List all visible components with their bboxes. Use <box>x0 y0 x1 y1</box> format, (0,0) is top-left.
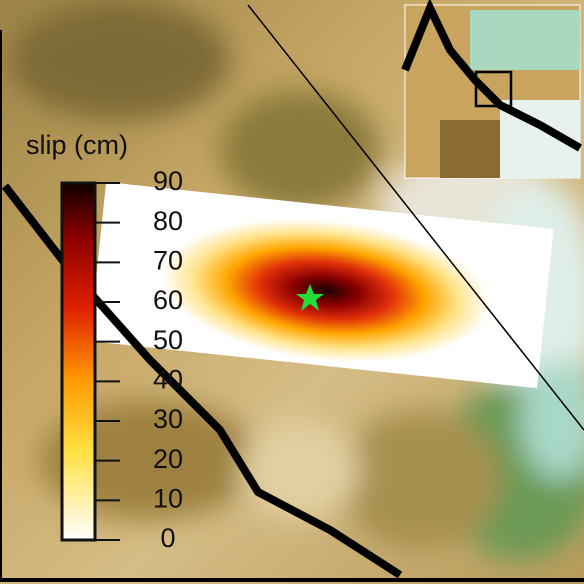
inset-map <box>401 0 582 179</box>
epicenter-star <box>296 284 324 311</box>
tick-label: 50 <box>153 325 183 355</box>
tick-label: 70 <box>153 245 183 275</box>
tick-label: 0 <box>160 523 175 553</box>
tick-label: 40 <box>153 364 183 394</box>
tick-label: 20 <box>153 444 183 474</box>
colorbar-label: slip (cm) <box>26 130 128 160</box>
slip-patch <box>89 182 554 389</box>
tick-label: 60 <box>153 285 183 315</box>
tick-label: 80 <box>153 206 183 236</box>
colorbar: slip (cm) 0 10 20 30 40 50 60 70 80 90 <box>26 130 183 553</box>
tick-label: 90 <box>153 166 183 196</box>
tick-label: 10 <box>153 483 183 513</box>
colorbar-ramp <box>60 181 97 542</box>
tick-label: 30 <box>153 404 183 434</box>
